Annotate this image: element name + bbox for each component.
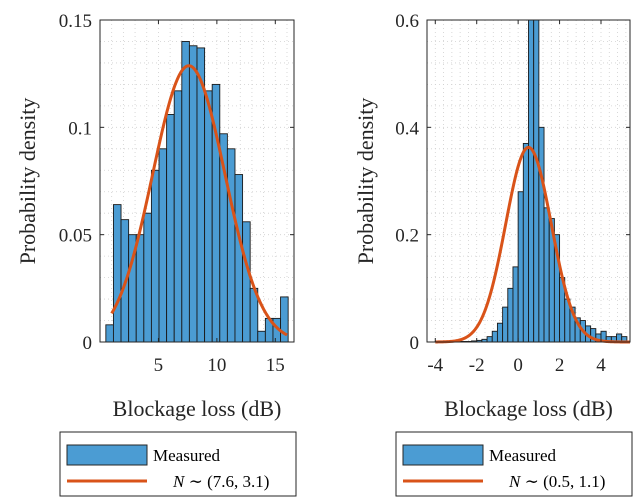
histogram-bar	[135, 234, 145, 343]
histogram-bar	[538, 126, 545, 343]
chart-right: -4 -2 0 2 4 0 0.2 0.4 0.6 Blockage loss (dB) Pro…	[353, 11, 633, 497]
fit-curve	[110, 64, 288, 337]
histogram-bar	[486, 336, 493, 343]
histogram-bar	[502, 306, 509, 343]
chart-left: 5 10 15 0 0.05 0.1 0.15 Blockage loss (dB) Pro…	[15, 11, 297, 497]
histogram-bar	[517, 191, 524, 343]
histogram-bar	[257, 330, 266, 343]
legend-label-fit: N ∼ (0.5, 1.1)	[508, 472, 605, 491]
y-tick-label: 0.6	[395, 11, 419, 32]
x-tick-label: -4	[427, 355, 443, 376]
histogram-bar	[234, 174, 244, 343]
y-axis-label: Probability density	[353, 98, 378, 265]
histogram-bar	[512, 266, 519, 343]
x-tick-label: -2	[469, 355, 485, 376]
x-tick-label: 15	[266, 355, 285, 376]
histogram-bar	[112, 204, 122, 343]
histogram-bar	[491, 330, 498, 343]
histogram-bar	[143, 212, 152, 343]
y-tick-label: 0.05	[59, 226, 92, 247]
histogram-bar	[226, 148, 236, 343]
legend-fit-params: ∼ (7.6, 3.1)	[184, 472, 269, 491]
histogram-bar	[166, 114, 175, 343]
histogram-bars	[434, 19, 628, 343]
x-tick-label: 2	[555, 355, 565, 376]
x-tick-label: 5	[154, 355, 164, 376]
histogram-bar	[242, 221, 251, 343]
axes-frame	[99, 19, 295, 343]
legend-fit-symbol: N	[172, 472, 186, 491]
y-tick-label: 0.1	[68, 118, 92, 139]
histogram-bar	[150, 169, 160, 343]
x-tick-label: 10	[207, 355, 226, 376]
legend: Measured N ∼ (7.6, 3.1)	[59, 431, 297, 497]
axis-ticks: -4 -2 0 2 4 0 0.2 0.4 0.6	[395, 11, 630, 376]
y-tick-label: 0	[410, 333, 420, 354]
histogram-bar	[204, 90, 213, 343]
histogram-bar	[188, 45, 198, 343]
histogram-bar	[528, 19, 535, 343]
histogram-bar	[158, 148, 168, 343]
fit-curve	[435, 145, 630, 344]
histogram-bar	[507, 287, 514, 343]
histogram-bar	[543, 207, 550, 343]
y-tick-label: 0	[83, 333, 93, 354]
legend: Measured N ∼ (0.5, 1.1)	[395, 431, 633, 497]
y-tick-label: 0.4	[395, 118, 419, 139]
legend-fit-symbol: N	[508, 472, 522, 491]
histogram-bar	[280, 296, 289, 343]
histogram-bars	[105, 41, 289, 343]
legend-bar-swatch	[66, 444, 148, 466]
x-tick-label: 0	[513, 355, 523, 376]
legend-label-fit: N ∼ (7.6, 3.1)	[172, 472, 269, 491]
legend-fit-params: ∼ (0.5, 1.1)	[520, 472, 605, 491]
histogram-bar	[181, 41, 190, 343]
axes-frame	[426, 19, 631, 343]
histogram-bar	[173, 90, 183, 343]
legend-label-measured: Measured	[489, 446, 557, 465]
legend-bar-swatch	[402, 444, 484, 466]
x-axis-label: Blockage loss (dB)	[113, 396, 282, 421]
y-tick-label: 0.15	[59, 11, 92, 32]
histogram-bar	[105, 324, 114, 343]
x-tick-label: 4	[596, 355, 606, 376]
y-tick-label: 0.2	[395, 226, 419, 247]
x-axis-label: Blockage loss (dB)	[444, 396, 613, 421]
histogram-bar	[533, 19, 540, 343]
histogram-bar	[522, 142, 529, 343]
axis-ticks: 5 10 15 0 0.05 0.1 0.15	[59, 11, 294, 376]
legend-label-measured: Measured	[153, 446, 221, 465]
y-axis-label: Probability density	[15, 98, 40, 265]
histogram-bar	[496, 322, 504, 343]
